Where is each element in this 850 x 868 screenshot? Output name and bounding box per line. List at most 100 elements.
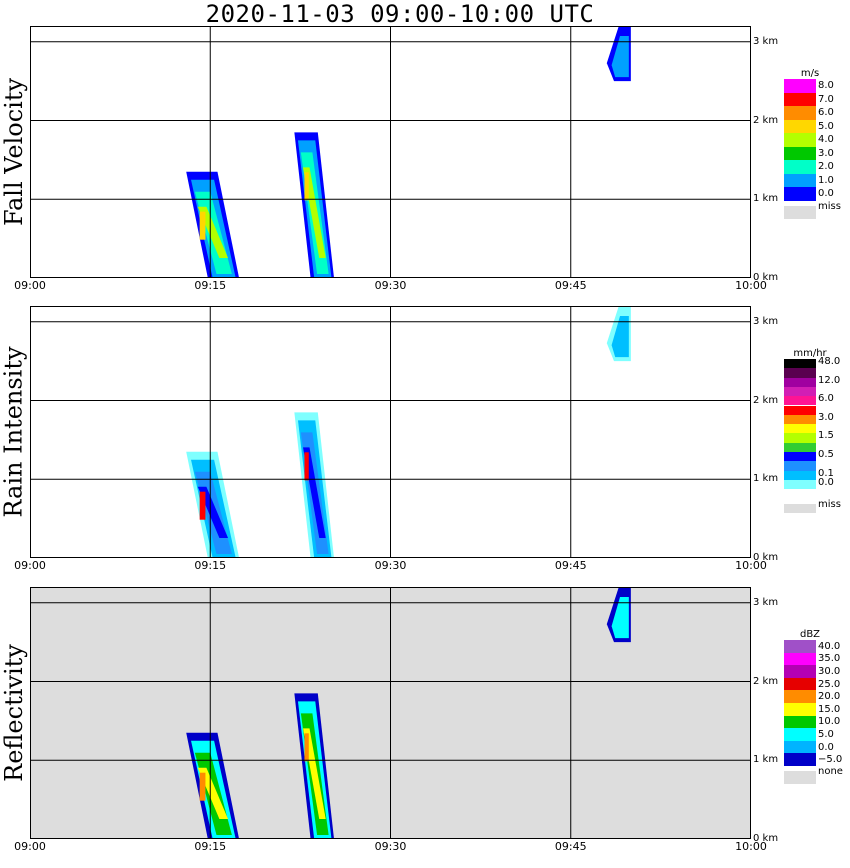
colorbar-swatch (784, 452, 816, 462)
plot-svg (31, 588, 750, 838)
panel-title: Rain Intensity (0, 306, 29, 558)
echo-hot (304, 733, 309, 762)
colorbar-label: 6.0 (818, 107, 834, 119)
x-tick-label: 09:00 (14, 559, 46, 572)
echo-2 (606, 588, 631, 643)
y-tick-label: 0 km (753, 552, 779, 563)
colorbar-label: 0.5 (818, 449, 834, 460)
colorbar-swatch (784, 368, 816, 378)
colorbar-label: 0.0 (818, 741, 834, 753)
panel-title-text: Fall Velocity (0, 77, 28, 227)
colorbar-unit: m/s (800, 68, 820, 79)
y-tick-label: 2 km (753, 675, 779, 687)
panel-title: Fall Velocity (0, 26, 28, 278)
x-tick-label: 09:00 (14, 840, 46, 853)
colorbar-label: 0.0 (818, 476, 834, 488)
panel-title-text: Rain Intensity (0, 346, 29, 518)
colorbar-label: 0.1 (818, 467, 834, 479)
plot-svg (31, 27, 750, 277)
colorbar-label: 5.0 (818, 729, 834, 741)
colorbar-swatch (784, 133, 816, 147)
colorbar-label: 7.0 (818, 93, 834, 105)
y-tick-label: 1 km (753, 473, 779, 485)
colorbar-swatch (784, 740, 816, 754)
plot-svg (31, 307, 750, 557)
colorbar-label: −5.0 (818, 754, 843, 766)
colorbar-label: 40.0 (818, 640, 841, 652)
colorbar-label: 15.0 (818, 703, 841, 715)
colorbar-swatch (784, 489, 816, 499)
colorbar-swatch (784, 652, 816, 666)
colorbar-label: 6.0 (818, 393, 834, 405)
echo-2 (606, 27, 631, 82)
x-tick-label: 09:45 (554, 559, 587, 572)
x-tick-label: 09:00 (14, 279, 46, 292)
colorbar-swatch (784, 640, 816, 653)
echo-1 (294, 412, 334, 557)
chart-title: 2020-11-03 09:00-10:00 UTC (205, 0, 595, 28)
y-tick-label: 1 km (753, 754, 779, 766)
colorbar-swatch (784, 677, 816, 691)
y-tick-label: 0 km (753, 272, 779, 283)
colorbar-label: 3.0 (818, 147, 834, 159)
colorbar-swatch (784, 386, 816, 397)
y-tick-label: 2 km (753, 394, 779, 406)
echo-mid (611, 36, 629, 78)
colorbar-swatch (784, 405, 816, 415)
colorbar-swatch (784, 703, 816, 716)
plot-area (30, 306, 751, 558)
y-tick-label: 3 km (753, 35, 779, 47)
colorbar-swatch (784, 146, 816, 160)
colorbar-unit: mm/hr (793, 348, 827, 359)
colorbar-label: 25.0 (818, 678, 841, 690)
echo-1 (294, 693, 334, 838)
x-tick-label: 09:45 (554, 840, 587, 853)
colorbar-swatch (784, 665, 816, 678)
colorbar-swatch (784, 424, 816, 434)
colorbar-swatch (784, 433, 816, 443)
echo-0 (186, 451, 239, 557)
x-tick-label: 09:15 (194, 559, 227, 572)
colorbar-label: miss (818, 498, 841, 510)
colorbar-swatch (784, 690, 816, 703)
colorbar-swatch (784, 359, 816, 369)
echo-2 (606, 307, 631, 362)
x-tick-label: 10:00 (735, 279, 767, 292)
colorbar-label: 8.0 (818, 80, 834, 92)
echo-mid (611, 316, 629, 358)
colorbar-label: 10.0 (818, 716, 841, 728)
colorbar-swatch (784, 728, 816, 741)
colorbar-label: 1.0 (818, 174, 834, 186)
colorbar-swatch (784, 461, 816, 471)
echo-hot (199, 211, 206, 240)
echo-0 (186, 171, 239, 277)
colorbar-swatch (784, 160, 816, 174)
colorbar-miss-swatch (784, 503, 816, 513)
colorbar-label: 30.0 (818, 666, 841, 678)
plot-area (30, 26, 751, 278)
y-tick-label: 3 km (753, 596, 779, 608)
colorbar-swatch (784, 187, 816, 201)
y-tick-label: 1 km (753, 193, 779, 205)
colorbar-swatch (784, 92, 816, 106)
panel-0: Fall Velocity 09:00 09:15 09:30 09:45 10:00 3 … (0, 26, 850, 296)
colorbar-swatch (784, 414, 816, 425)
colorbar-label: 3.0 (818, 411, 834, 423)
panel-title-text: Reflectivity (0, 644, 28, 782)
colorbar-swatch (784, 753, 816, 766)
colorbar-label: 20.0 (818, 691, 841, 703)
colorbar-label: 48.0 (818, 356, 841, 367)
colorbar-label: 0.0 (818, 188, 834, 200)
colorbar-label: 12.0 (818, 374, 841, 386)
colorbar-label: 35.0 (818, 653, 841, 665)
x-tick-label: 09:30 (374, 279, 407, 292)
colorbar-swatch (784, 715, 816, 729)
colorbar-label: none (818, 766, 843, 777)
plot-area (30, 587, 751, 839)
echo-hot (199, 491, 206, 520)
echo-hot (304, 452, 309, 481)
echo-0 (186, 732, 239, 838)
x-tick-label: 09:30 (374, 840, 407, 853)
colorbar-swatch (784, 173, 816, 187)
colorbar-unit: dBZ (799, 629, 821, 640)
